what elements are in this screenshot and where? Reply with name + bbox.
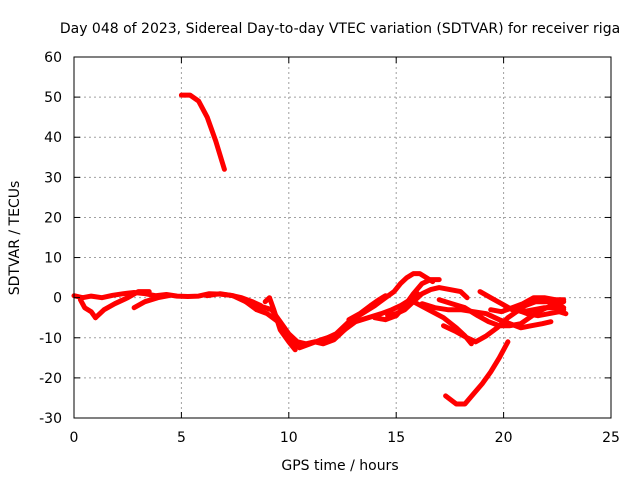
series-arc-5 xyxy=(178,92,227,172)
y-tick-label: 0 xyxy=(53,291,62,307)
series-arc-10 xyxy=(346,293,388,323)
y-tick-label: -30 xyxy=(39,411,62,427)
chart-title: Day 048 of 2023, Sidereal Day-to-day VTE… xyxy=(60,21,620,37)
x-tick-label: 15 xyxy=(387,430,405,446)
series-arc-20 xyxy=(514,307,569,319)
tick-labels: 0 5 10 15 20 25 -30 -20 -10 0 10 20 30 40 50 60 xyxy=(39,50,620,446)
series-arc-12 xyxy=(372,277,442,323)
series-arc-14 xyxy=(419,301,554,331)
y-tick-label: -10 xyxy=(39,331,62,347)
axis-ticks xyxy=(73,56,612,419)
x-axis-label: GPS time / hours xyxy=(281,458,398,474)
y-tick-label: 30 xyxy=(44,170,62,186)
y-tick-label: 20 xyxy=(44,210,62,226)
series-arc-16 xyxy=(441,299,567,345)
series-arc-3 xyxy=(93,289,152,321)
y-tick-label: 40 xyxy=(44,130,62,146)
series-layer xyxy=(71,92,569,407)
series-arc-9 xyxy=(320,271,436,343)
series-arc-8 xyxy=(262,295,298,353)
x-tick-label: 5 xyxy=(177,430,186,446)
y-tick-label: 50 xyxy=(44,90,62,106)
y-tick-label: 10 xyxy=(44,251,62,267)
x-tick-label: 0 xyxy=(70,430,79,446)
x-tick-label: 25 xyxy=(602,430,620,446)
series-arc-17 xyxy=(443,339,511,407)
y-tick-label: 60 xyxy=(44,50,62,66)
grid-lines xyxy=(74,57,611,418)
x-tick-label: 10 xyxy=(280,430,298,446)
y-axis-label: SDTVAR / TECUs xyxy=(7,181,23,296)
x-tick-label: 20 xyxy=(495,430,513,446)
y-tick-label: -20 xyxy=(39,371,62,387)
plot-frame xyxy=(73,56,612,419)
series-arc-2 xyxy=(77,297,98,321)
series-arc-4 xyxy=(131,293,171,311)
series-arc-19 xyxy=(488,295,567,315)
